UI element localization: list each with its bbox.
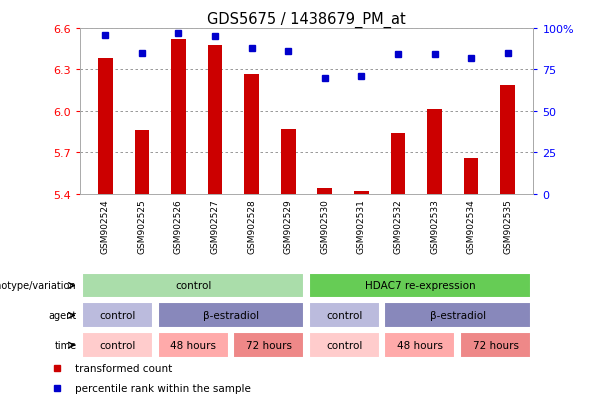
Bar (281, 129, 295, 194)
Bar (208, 45, 223, 194)
Text: 72 hours: 72 hours (473, 340, 519, 350)
Text: 48 hours: 48 hours (170, 340, 216, 350)
Bar (158, 332, 229, 358)
Bar (171, 40, 186, 194)
Bar (135, 131, 149, 194)
Text: control: control (326, 311, 362, 320)
Text: control: control (326, 340, 362, 350)
Bar (82, 303, 153, 328)
Text: control: control (99, 311, 135, 320)
Bar (500, 85, 515, 194)
Bar (309, 303, 380, 328)
Text: control: control (99, 340, 135, 350)
Bar (460, 332, 531, 358)
Title: GDS5675 / 1438679_PM_at: GDS5675 / 1438679_PM_at (207, 12, 406, 28)
Bar (158, 303, 304, 328)
Bar (354, 191, 368, 194)
Bar (464, 158, 478, 194)
Bar (82, 332, 153, 358)
Bar (233, 332, 304, 358)
Bar (245, 74, 259, 194)
Text: percentile rank within the sample: percentile rank within the sample (75, 383, 251, 393)
Text: HDAC7 re-expression: HDAC7 re-expression (365, 281, 475, 291)
Bar (82, 273, 304, 299)
Bar (98, 59, 113, 194)
Text: β-estradiol: β-estradiol (203, 311, 259, 320)
Bar (309, 273, 531, 299)
Text: agent: agent (48, 311, 77, 320)
Bar (384, 332, 455, 358)
Text: genotype/variation: genotype/variation (0, 281, 77, 291)
Bar (318, 189, 332, 194)
Bar (309, 332, 380, 358)
Text: time: time (55, 340, 77, 350)
Text: 72 hours: 72 hours (246, 340, 292, 350)
Text: β-estradiol: β-estradiol (430, 311, 485, 320)
Text: 48 hours: 48 hours (397, 340, 443, 350)
Bar (427, 110, 442, 194)
Text: control: control (175, 281, 211, 291)
Bar (390, 133, 405, 194)
Text: transformed count: transformed count (75, 363, 172, 374)
Bar (384, 303, 531, 328)
